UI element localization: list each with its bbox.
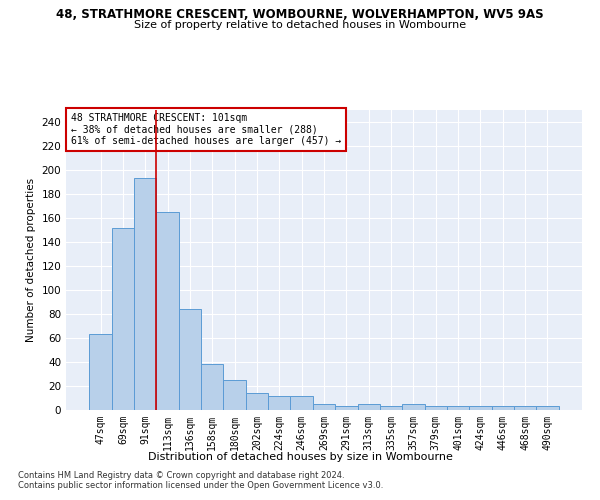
Bar (134, 178, 157, 410)
Bar (112, 228, 134, 410)
Bar (179, 309, 201, 410)
Bar (335, 406, 358, 410)
Text: Distribution of detached houses by size in Wombourne: Distribution of detached houses by size … (148, 452, 452, 462)
Bar (268, 396, 290, 410)
Text: Size of property relative to detached houses in Wombourne: Size of property relative to detached ho… (134, 20, 466, 30)
Bar (201, 364, 223, 410)
Text: 48 STRATHMORE CRESCENT: 101sqm
← 38% of detached houses are smaller (288)
61% of: 48 STRATHMORE CRESCENT: 101sqm ← 38% of … (71, 113, 341, 146)
Text: 48, STRATHMORE CRESCENT, WOMBOURNE, WOLVERHAMPTON, WV5 9AS: 48, STRATHMORE CRESCENT, WOMBOURNE, WOLV… (56, 8, 544, 20)
Bar (223, 380, 246, 410)
Y-axis label: Number of detached properties: Number of detached properties (26, 178, 36, 342)
Bar (491, 406, 514, 410)
Bar (425, 406, 447, 410)
Bar (313, 404, 335, 410)
Bar (514, 406, 536, 410)
Bar (290, 396, 313, 410)
Bar (157, 212, 179, 410)
Text: Contains HM Land Registry data © Crown copyright and database right 2024.: Contains HM Land Registry data © Crown c… (18, 470, 344, 480)
Bar (447, 406, 469, 410)
Bar (246, 393, 268, 410)
Bar (536, 406, 559, 410)
Bar (380, 406, 402, 410)
Bar (469, 406, 491, 410)
Bar (89, 334, 112, 410)
Bar (402, 404, 425, 410)
Text: Contains public sector information licensed under the Open Government Licence v3: Contains public sector information licen… (18, 480, 383, 490)
Bar (358, 404, 380, 410)
